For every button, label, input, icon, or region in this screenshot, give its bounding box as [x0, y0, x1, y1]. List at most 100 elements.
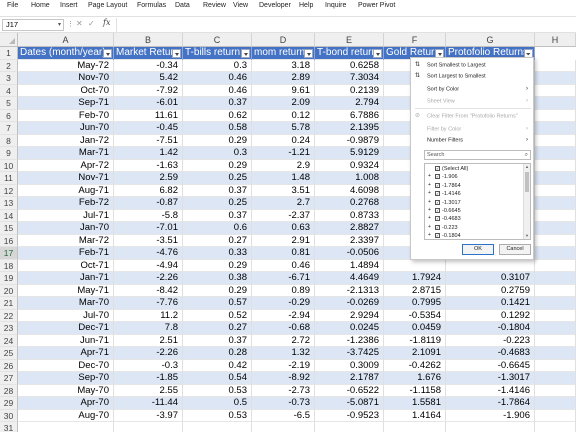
cell-b22[interactable]: 11.2	[114, 309, 183, 322]
cell-f31[interactable]	[384, 422, 446, 432]
cell-d5[interactable]: 2.09	[252, 97, 315, 110]
cell-b16[interactable]: -3.51	[114, 234, 183, 247]
cell-d4[interactable]: 9.61	[252, 84, 315, 97]
cell-h22[interactable]	[535, 309, 576, 322]
cell-a14[interactable]: Jul-71	[18, 209, 114, 222]
cell-h19[interactable]	[535, 272, 576, 285]
cell-h14[interactable]	[535, 209, 576, 222]
cell-e10[interactable]: 0.9324	[315, 159, 384, 172]
cell-g7[interactable]	[446, 122, 535, 135]
cell-d29[interactable]: -0.73	[252, 397, 315, 410]
cell-b14[interactable]: -5.8	[114, 209, 183, 222]
expand-icon[interactable]: +	[428, 207, 431, 213]
cell-h30[interactable]	[535, 409, 576, 422]
cell-b4[interactable]: -7.92	[114, 84, 183, 97]
cell-c3[interactable]: 0.46	[183, 72, 252, 85]
cell-e15[interactable]: 2.8827	[315, 222, 384, 235]
cell-f21[interactable]: 0.7995	[384, 297, 446, 310]
cell-g30[interactable]: -1.906	[446, 409, 535, 422]
sort-ascending-item[interactable]: ⇅ Sort Smallest to Largest	[415, 61, 531, 70]
cell-c6[interactable]: 0.62	[183, 109, 252, 122]
cell-d13[interactable]: 2.7	[252, 197, 315, 210]
cell-g4[interactable]	[446, 84, 535, 97]
cell-g23[interactable]: -0.1804	[446, 322, 535, 335]
cell-c11[interactable]: 0.25	[183, 172, 252, 185]
row-header-15[interactable]: 15	[0, 222, 18, 235]
cell-f19[interactable]: 1.7924	[384, 272, 446, 285]
cell-f24[interactable]: -1.8119	[384, 334, 446, 347]
row-header-28[interactable]: 28	[0, 384, 18, 397]
menu-view[interactable]: View	[233, 2, 249, 9]
expand-icon[interactable]: +	[428, 215, 431, 222]
cell-a3[interactable]: Nov-70	[18, 72, 114, 85]
filter-value-checkbox[interactable]: ✓ -0.4683	[435, 215, 461, 223]
cell-b2[interactable]: -0.34	[114, 59, 183, 72]
cell-g24[interactable]: -0.223	[446, 334, 535, 347]
cell-d30[interactable]: -6.5	[252, 409, 315, 422]
cell-c28[interactable]: 0.53	[183, 384, 252, 397]
row-header-21[interactable]: 21	[0, 297, 18, 310]
cell-e4[interactable]: 0.2139	[315, 84, 384, 97]
header-cell[interactable]: Market Return	[114, 47, 183, 60]
cell-b15[interactable]: -7.01	[114, 222, 183, 235]
cell-a17[interactable]: Feb-71	[18, 247, 114, 260]
filter-value-checkbox[interactable]: ✓ -1.4146	[435, 190, 461, 198]
cell-g19[interactable]: 0.3107	[446, 272, 535, 285]
cell-f28[interactable]: -1.1158	[384, 384, 446, 397]
row-header-27[interactable]: 27	[0, 372, 18, 385]
number-filters-item[interactable]: Number Filters ›	[415, 136, 531, 145]
cell-g27[interactable]: -1.3017	[446, 372, 535, 385]
cell-d17[interactable]: 0.81	[252, 247, 315, 260]
cell-h24[interactable]	[535, 334, 576, 347]
cell-e26[interactable]: 0.3009	[315, 359, 384, 372]
row-header-30[interactable]: 30	[0, 409, 18, 422]
cell-e2[interactable]: 0.6258	[315, 59, 384, 72]
cell-e17[interactable]: -0.0506	[315, 247, 384, 260]
ok-button[interactable]: OK	[462, 244, 494, 255]
cell-e18[interactable]: 1.4894	[315, 259, 384, 272]
cell-d31[interactable]	[252, 422, 315, 432]
cell-d3[interactable]: 2.89	[252, 72, 315, 85]
cell-b11[interactable]: 2.59	[114, 172, 183, 185]
cell-c2[interactable]: 0.3	[183, 59, 252, 72]
cell-d22[interactable]: -2.94	[252, 309, 315, 322]
cell-b7[interactable]: -0.45	[114, 122, 183, 135]
cell-a25[interactable]: Apr-71	[18, 347, 114, 360]
cell-e28[interactable]: -0.6522	[315, 384, 384, 397]
cell-h8[interactable]	[535, 134, 576, 147]
cell-h27[interactable]	[535, 372, 576, 385]
cell-a13[interactable]: Feb-72	[18, 197, 114, 210]
cell-h7[interactable]	[535, 122, 576, 135]
cell-g22[interactable]: 0.1292	[446, 309, 535, 322]
cell-c31[interactable]	[183, 422, 252, 432]
cell-a23[interactable]: Dec-71	[18, 322, 114, 335]
cell-d14[interactable]: -2.37	[252, 209, 315, 222]
cell-h4[interactable]	[535, 84, 576, 97]
cell-a30[interactable]: Aug-70	[18, 409, 114, 422]
cell-e21[interactable]: -0.0269	[315, 297, 384, 310]
row-header-3[interactable]: 3	[0, 72, 18, 85]
cell-c23[interactable]: 0.27	[183, 322, 252, 335]
header-cell[interactable]: Dates (month/year)	[18, 47, 114, 60]
cell-h31[interactable]	[535, 422, 576, 432]
cell-c26[interactable]: 0.42	[183, 359, 252, 372]
cell-h13[interactable]	[535, 197, 576, 210]
cell-h12[interactable]	[535, 184, 576, 197]
cell-h21[interactable]	[535, 297, 576, 310]
cell-g2[interactable]	[446, 59, 535, 72]
cell-b6[interactable]: 11.61	[114, 109, 183, 122]
cell-e8[interactable]: -0.9879	[315, 134, 384, 147]
expand-icon[interactable]: +	[428, 181, 431, 188]
column-header-b[interactable]: B	[114, 33, 183, 47]
row-header-4[interactable]: 4	[0, 84, 18, 97]
cell-e11[interactable]: 1.008	[315, 172, 384, 185]
column-header-c[interactable]: C	[183, 33, 252, 47]
cell-h29[interactable]	[535, 397, 576, 410]
cell-e5[interactable]: 2.794	[315, 97, 384, 110]
cell-e6[interactable]: 6.7886	[315, 109, 384, 122]
cell-g13[interactable]	[446, 197, 535, 210]
row-header-14[interactable]: 14	[0, 209, 18, 222]
cell-d6[interactable]: 0.12	[252, 109, 315, 122]
row-header-17[interactable]: 17	[0, 247, 18, 260]
cell-b29[interactable]: -11.44	[114, 397, 183, 410]
